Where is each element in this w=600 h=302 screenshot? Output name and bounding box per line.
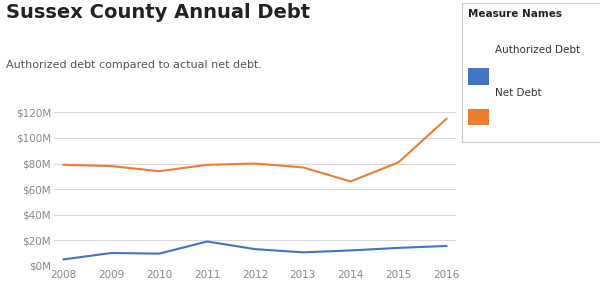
Authorized Debt: [203, 240, 211, 243]
Text: Authorized debt compared to actual net debt.: Authorized debt compared to actual net d…: [6, 60, 262, 70]
Text: Sussex County Annual Debt: Sussex County Annual Debt: [6, 3, 310, 22]
Authorized Debt: [299, 251, 307, 254]
Net Debt: [251, 162, 259, 165]
Line: Authorized Debt: Authorized Debt: [64, 242, 446, 259]
Net Debt: [108, 164, 115, 168]
Text: Net Debt: Net Debt: [495, 88, 542, 98]
Line: Net Debt: Net Debt: [64, 119, 446, 182]
Net Debt: [395, 160, 402, 164]
Text: Measure Names: Measure Names: [468, 9, 562, 19]
Net Debt: [203, 163, 211, 167]
Authorized Debt: [251, 247, 259, 251]
Net Debt: [60, 163, 67, 167]
Net Debt: [299, 165, 307, 169]
Authorized Debt: [443, 244, 450, 248]
Authorized Debt: [155, 252, 163, 255]
Net Debt: [347, 180, 355, 183]
Net Debt: [443, 117, 450, 120]
Authorized Debt: [395, 246, 402, 250]
Net Debt: [155, 169, 163, 173]
Authorized Debt: [108, 251, 115, 255]
Authorized Debt: [347, 249, 355, 252]
Authorized Debt: [60, 258, 67, 261]
Text: Authorized Debt: Authorized Debt: [495, 45, 580, 55]
